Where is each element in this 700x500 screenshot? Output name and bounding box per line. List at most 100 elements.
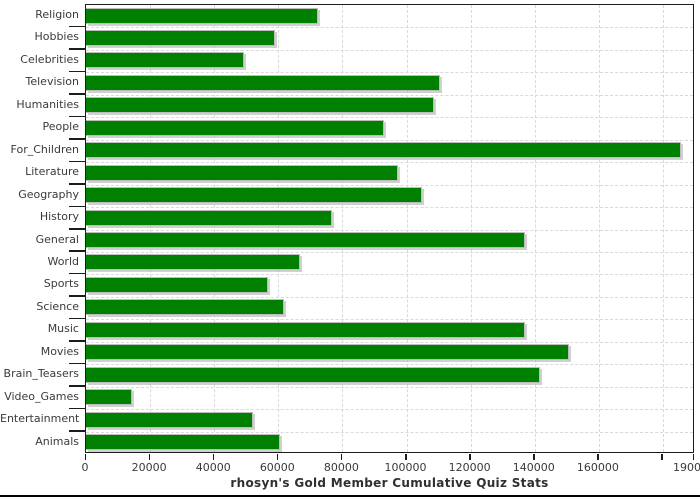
plot-area <box>85 4 694 453</box>
y-tick <box>69 272 85 275</box>
x-gridline <box>278 5 280 452</box>
y-tick <box>69 93 85 95</box>
x-gridline <box>534 5 536 452</box>
y-tick <box>69 205 85 208</box>
bar-animals <box>86 434 280 451</box>
category-label: Brain_Teasers <box>3 367 79 381</box>
x-gridline <box>470 5 472 452</box>
y-gridline <box>86 386 693 388</box>
x-tick <box>469 454 471 460</box>
category-label: Television <box>25 75 80 89</box>
y-gridline <box>86 184 693 186</box>
x-tick-label: 120000 <box>448 461 491 474</box>
x-tick <box>276 454 279 460</box>
x-tick <box>405 454 407 460</box>
category-label: Celebrities <box>20 52 79 66</box>
x-tick <box>340 454 343 460</box>
bar-geography <box>86 187 422 204</box>
y-gridline <box>86 72 693 74</box>
x-gridline <box>662 5 664 452</box>
y-tick <box>69 295 85 297</box>
y-tick <box>69 340 85 342</box>
y-tick <box>69 228 85 230</box>
bar-video_games <box>86 389 133 406</box>
y-gridline <box>86 274 693 276</box>
x-tick-label-edge: 190000 <box>673 461 700 474</box>
y-gridline <box>86 94 693 96</box>
category-label: Video_Games <box>4 389 79 403</box>
y-gridline <box>86 27 693 29</box>
bar-world <box>86 254 301 271</box>
y-gridline <box>86 296 693 298</box>
category-label: Animals <box>35 434 79 448</box>
category-label: Hobbies <box>34 30 79 44</box>
category-label: Religion <box>35 8 79 21</box>
y-gridline <box>86 251 693 253</box>
x-gridline <box>598 5 600 452</box>
y-tick <box>69 138 85 140</box>
y-tick <box>69 317 85 320</box>
y-gridline <box>86 364 693 366</box>
category-label: Entertainment <box>0 412 80 426</box>
category-label: People <box>42 120 79 134</box>
y-gridline <box>86 207 693 209</box>
bar-celebrities <box>86 52 245 69</box>
x-tick <box>212 454 215 460</box>
x-tick <box>533 454 535 460</box>
x-tick <box>692 454 694 460</box>
category-label: General <box>35 232 79 246</box>
x-tick-label: 0 <box>81 461 89 474</box>
y-tick <box>69 70 85 73</box>
bar-literature <box>86 164 398 181</box>
category-label: Movies <box>40 344 79 358</box>
bar-television <box>86 74 440 91</box>
bar-science <box>86 299 285 316</box>
y-tick <box>69 115 85 118</box>
x-tick-label: 100000 <box>384 461 427 474</box>
x-tick <box>597 454 599 460</box>
chart-title: rhosyn's Gold Member Cumulative Quiz Sta… <box>230 476 549 490</box>
x-tick-label: 60000 <box>259 461 295 474</box>
x-gridline <box>342 5 344 452</box>
category-label: Literature <box>25 165 79 179</box>
bar-movies <box>86 344 570 361</box>
x-tick <box>84 454 86 460</box>
bar-sports <box>86 276 269 293</box>
bar-brain_teasers <box>86 366 540 383</box>
bottom-divider <box>0 495 700 497</box>
y-gridline <box>86 162 693 164</box>
x-gridline <box>214 5 216 452</box>
category-label: Music <box>47 322 79 336</box>
y-gridline <box>86 49 693 51</box>
category-label: History <box>39 210 79 224</box>
bar-music <box>86 321 526 338</box>
y-gridline <box>86 409 693 411</box>
x-gridline <box>150 5 152 452</box>
category-label: Humanities <box>16 97 79 111</box>
category-label: Science <box>36 299 79 313</box>
y-tick <box>69 183 85 185</box>
y-tick <box>69 250 85 252</box>
category-label: For_Children <box>10 142 79 156</box>
bar-people <box>86 119 385 136</box>
x-tick <box>148 454 151 460</box>
x-gridline <box>406 5 408 452</box>
x-tick-label: 40000 <box>195 461 231 474</box>
bar-religion <box>86 7 319 24</box>
y-gridline <box>86 117 693 119</box>
y-gridline <box>86 341 693 343</box>
y-gridline <box>86 229 693 231</box>
y-tick <box>69 362 85 365</box>
y-tick <box>69 48 85 50</box>
y-gridline <box>86 139 693 141</box>
y-tick <box>69 25 85 28</box>
y-gridline <box>86 431 693 433</box>
x-tick-label: 140000 <box>512 461 555 474</box>
bar-history <box>86 209 333 226</box>
category-label: Sports <box>43 277 79 291</box>
category-label: World <box>47 254 79 268</box>
category-label: Geography <box>18 187 79 201</box>
y-gridline <box>86 319 693 321</box>
bar-for_children <box>86 142 681 159</box>
